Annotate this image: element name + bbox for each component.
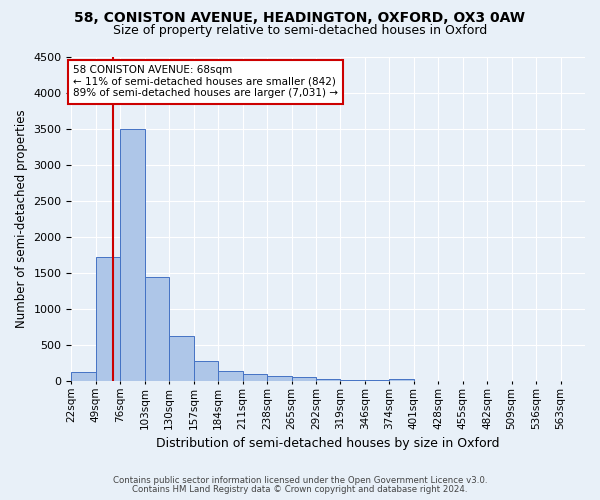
Bar xyxy=(71,372,96,381)
Bar xyxy=(389,379,414,381)
Bar xyxy=(169,336,194,381)
Text: 58 CONISTON AVENUE: 68sqm
← 11% of semi-detached houses are smaller (842)
89% of: 58 CONISTON AVENUE: 68sqm ← 11% of semi-… xyxy=(73,65,338,98)
Bar xyxy=(340,380,365,381)
Bar xyxy=(242,374,267,381)
Bar xyxy=(121,128,145,381)
Bar xyxy=(194,361,218,381)
Text: 58, CONISTON AVENUE, HEADINGTON, OXFORD, OX3 0AW: 58, CONISTON AVENUE, HEADINGTON, OXFORD,… xyxy=(74,12,526,26)
Bar xyxy=(145,277,169,381)
Text: Contains HM Land Registry data © Crown copyright and database right 2024.: Contains HM Land Registry data © Crown c… xyxy=(132,484,468,494)
Bar xyxy=(292,378,316,381)
Text: Contains public sector information licensed under the Open Government Licence v3: Contains public sector information licen… xyxy=(113,476,487,485)
Bar xyxy=(267,376,292,381)
Bar xyxy=(96,257,121,381)
Bar xyxy=(365,380,389,381)
X-axis label: Distribution of semi-detached houses by size in Oxford: Distribution of semi-detached houses by … xyxy=(157,437,500,450)
Bar xyxy=(218,370,242,381)
Text: Size of property relative to semi-detached houses in Oxford: Size of property relative to semi-detach… xyxy=(113,24,487,37)
Y-axis label: Number of semi-detached properties: Number of semi-detached properties xyxy=(15,110,28,328)
Bar xyxy=(316,379,340,381)
